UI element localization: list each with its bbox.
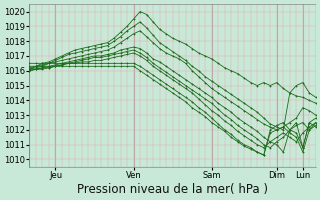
X-axis label: Pression niveau de la mer( hPa ): Pression niveau de la mer( hPa ): [77, 183, 268, 196]
